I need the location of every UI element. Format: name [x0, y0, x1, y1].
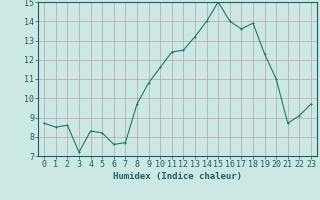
X-axis label: Humidex (Indice chaleur): Humidex (Indice chaleur): [113, 172, 242, 181]
